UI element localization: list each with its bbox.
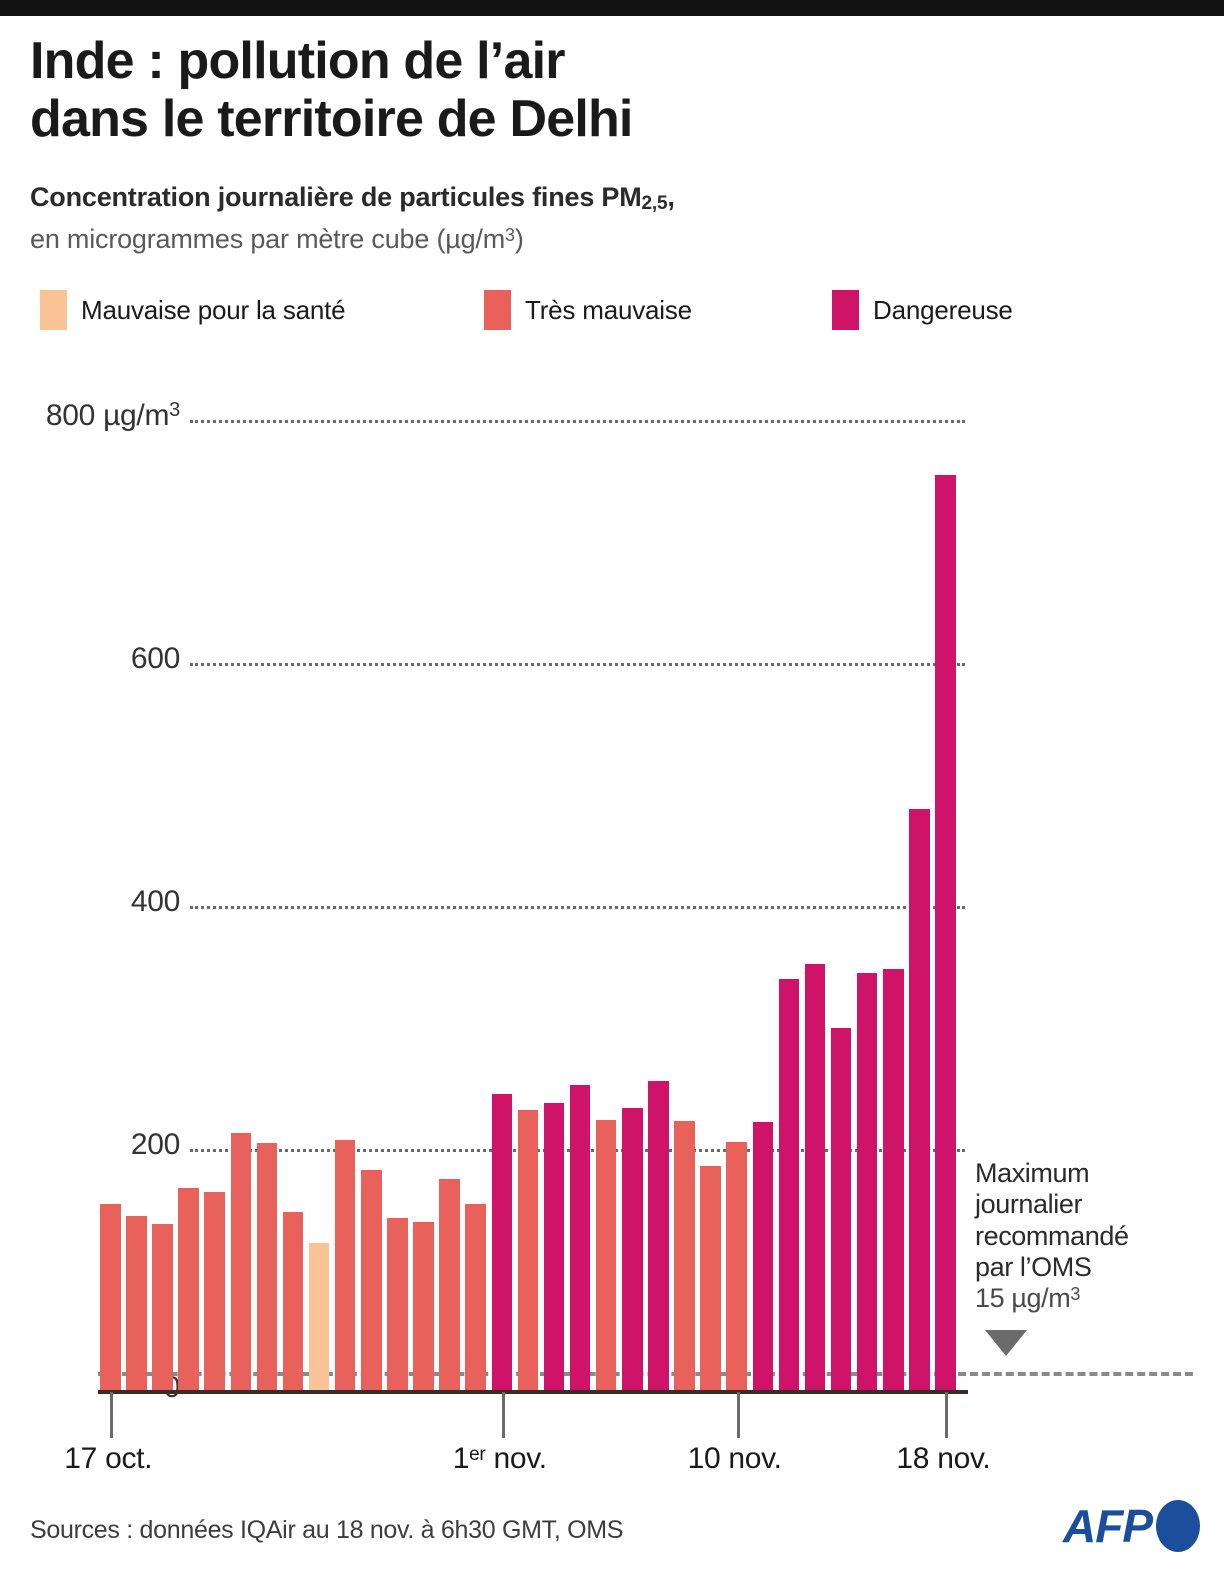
- afp-logo-dot-icon: [1156, 1500, 1200, 1552]
- bar: [543, 1102, 565, 1392]
- bar: [256, 1142, 278, 1392]
- bar: [935, 474, 956, 1392]
- who-value-superscript: 3: [1070, 1284, 1080, 1305]
- who-annotation: Maximum journalier recommandé par l’OMS …: [975, 1158, 1215, 1315]
- who-annotation-line3: recommandé: [975, 1220, 1129, 1251]
- bar: [674, 1121, 695, 1392]
- who-down-arrow-icon: [985, 1330, 1027, 1356]
- bar: [622, 1107, 643, 1392]
- bar: [491, 1094, 512, 1392]
- bar: [804, 964, 826, 1392]
- legend-label-mauvaise: Mauvaise pour la santé: [81, 294, 346, 325]
- bar: [126, 1215, 147, 1392]
- bar: [282, 1212, 304, 1392]
- subtitle-line-1: Concentration journalière de particules …: [30, 182, 1130, 215]
- subtitle-pm-subscript: 2,5: [641, 193, 668, 214]
- gridline-400: [190, 906, 965, 909]
- bar: [856, 972, 878, 1392]
- subtitle-line-2: en microgrammes par mètre cube (µg/m3): [30, 224, 1130, 255]
- x-axis-label-1: 1er nov.: [452, 1442, 547, 1475]
- bar: [361, 1169, 382, 1392]
- bar: [100, 1203, 121, 1392]
- subtitle-cube-superscript: 3: [505, 225, 515, 245]
- bar: [230, 1133, 251, 1392]
- x-axis-label-2: 10 nov.: [687, 1442, 782, 1475]
- bar: [778, 978, 800, 1392]
- bar: [752, 1122, 773, 1392]
- legend-label-tres-mauvaise: Très mauvaise: [525, 294, 692, 325]
- bar: [517, 1110, 539, 1392]
- bar: [909, 808, 930, 1392]
- bar: [204, 1191, 225, 1392]
- who-annotation-value: 15 µg/m3: [975, 1283, 1215, 1314]
- page-title-line2: dans le territoire de Delhi: [30, 90, 633, 149]
- page-title: Inde : pollution de l’air dans le territ…: [30, 32, 1130, 148]
- who-annotation-line4: par l’OMS: [975, 1251, 1092, 1282]
- y-axis-label-800: 800 µg/m3: [45, 399, 180, 432]
- bar: [648, 1080, 669, 1392]
- afp-logo-text: AFP: [1063, 1500, 1153, 1552]
- x-axis-label-0: 17 oct.: [64, 1442, 153, 1475]
- afp-logo: AFP: [1063, 1500, 1200, 1552]
- legend-swatch-dangereuse: [832, 290, 859, 330]
- bar: [308, 1242, 330, 1392]
- legend-item-tres-mauvaise: Très mauvaise: [484, 290, 692, 330]
- legend-item-mauvaise: Mauvaise pour la santé: [40, 290, 346, 330]
- who-threshold-line: [98, 1372, 1193, 1376]
- bar: [883, 969, 904, 1392]
- subtitle-line2-text: en microgrammes par mètre cube (µg/m: [30, 224, 506, 254]
- y-axis-label-600: 600: [130, 642, 180, 675]
- legend-item-dangereuse: Dangereuse: [832, 290, 1013, 330]
- subtitle-line1-text: Concentration journalière de particules …: [30, 182, 642, 212]
- x-axis-tick-0: [110, 1392, 114, 1438]
- subtitle-line2-close: ): [514, 224, 524, 254]
- legend: Mauvaise pour la santé Très mauvaise Dan…: [32, 290, 1192, 336]
- x-axis-tick-2: [736, 1392, 740, 1438]
- y-axis-label-400: 400: [130, 885, 180, 918]
- legend-swatch-tres-mauvaise: [484, 290, 511, 330]
- x-axis-tick-1: [501, 1392, 505, 1438]
- legend-swatch-mauvaise: [40, 290, 67, 330]
- bar: [465, 1203, 486, 1392]
- x-axis-tick-3: [945, 1392, 949, 1438]
- page-title-line1: Inde : pollution de l’air: [30, 32, 565, 90]
- gridline-800: [190, 420, 965, 423]
- bar: [595, 1119, 617, 1392]
- y-axis-label-200: 200: [130, 1128, 180, 1161]
- bar: [569, 1084, 591, 1392]
- bar: [387, 1218, 408, 1392]
- x-axis-label-3: 18 nov.: [896, 1442, 991, 1475]
- bar: [334, 1140, 356, 1392]
- bar: [439, 1179, 460, 1392]
- bar: [413, 1221, 434, 1392]
- bar: [152, 1224, 173, 1392]
- bar: [726, 1141, 747, 1392]
- who-value-text: 15 µg/m: [975, 1283, 1071, 1314]
- bar: [830, 1027, 852, 1392]
- gridline-600: [190, 663, 965, 666]
- bar: [700, 1166, 721, 1392]
- who-annotation-line2: journalier: [975, 1189, 1083, 1220]
- who-annotation-line1: Maximum: [975, 1158, 1090, 1188]
- bar: [178, 1187, 199, 1392]
- source-note: Sources : données IQAir au 18 nov. à 6h3…: [30, 1516, 624, 1544]
- x-axis-line: [98, 1390, 968, 1394]
- legend-label-dangereuse: Dangereuse: [873, 294, 1013, 325]
- subtitle-line1-comma: ,: [667, 182, 675, 212]
- top-black-bar: [0, 0, 1224, 16]
